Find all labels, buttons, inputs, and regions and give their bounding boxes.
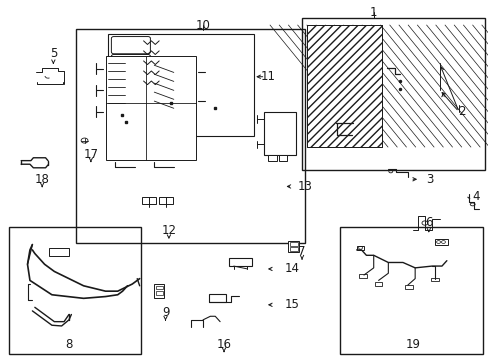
- Text: 2: 2: [457, 105, 464, 118]
- Bar: [356, 246, 363, 250]
- Text: 9: 9: [162, 306, 169, 319]
- Text: 3: 3: [425, 173, 432, 186]
- Bar: [374, 282, 382, 286]
- Bar: [351, 59, 378, 67]
- Bar: [353, 85, 375, 90]
- FancyBboxPatch shape: [111, 54, 150, 72]
- Text: 16: 16: [216, 338, 231, 351]
- Bar: [108, 34, 254, 136]
- Text: 4: 4: [471, 190, 479, 203]
- Text: 5: 5: [50, 47, 57, 60]
- Text: 14: 14: [284, 262, 299, 275]
- Text: 15: 15: [285, 298, 299, 311]
- Bar: [306, 25, 382, 147]
- Bar: [358, 274, 366, 278]
- Bar: [228, 258, 252, 266]
- Bar: [302, 18, 484, 170]
- Bar: [267, 155, 276, 161]
- Bar: [351, 83, 378, 91]
- Text: 13: 13: [297, 180, 312, 193]
- Bar: [434, 239, 447, 244]
- Bar: [154, 284, 163, 298]
- Bar: [288, 241, 299, 252]
- Bar: [76, 30, 305, 243]
- Text: 6: 6: [424, 216, 432, 229]
- Text: 8: 8: [65, 338, 73, 351]
- Text: 12: 12: [161, 224, 176, 237]
- Bar: [156, 291, 162, 295]
- Text: 19: 19: [405, 338, 419, 351]
- Bar: [105, 56, 195, 160]
- Bar: [306, 25, 382, 147]
- Bar: [264, 112, 295, 155]
- Bar: [405, 285, 412, 289]
- Bar: [289, 242, 297, 246]
- Bar: [156, 286, 162, 289]
- Text: 10: 10: [195, 19, 210, 32]
- Bar: [159, 197, 172, 204]
- Text: 17: 17: [83, 148, 98, 161]
- Bar: [9, 226, 141, 354]
- Bar: [430, 278, 438, 282]
- FancyBboxPatch shape: [111, 37, 150, 54]
- Text: 7: 7: [298, 245, 305, 258]
- Bar: [142, 197, 156, 204]
- Bar: [353, 60, 375, 65]
- Text: 1: 1: [369, 6, 377, 19]
- Bar: [289, 247, 297, 251]
- Text: 11: 11: [260, 70, 275, 83]
- Bar: [339, 226, 483, 354]
- Bar: [209, 294, 226, 302]
- Bar: [49, 248, 69, 256]
- Text: 18: 18: [35, 173, 49, 186]
- Bar: [278, 155, 287, 161]
